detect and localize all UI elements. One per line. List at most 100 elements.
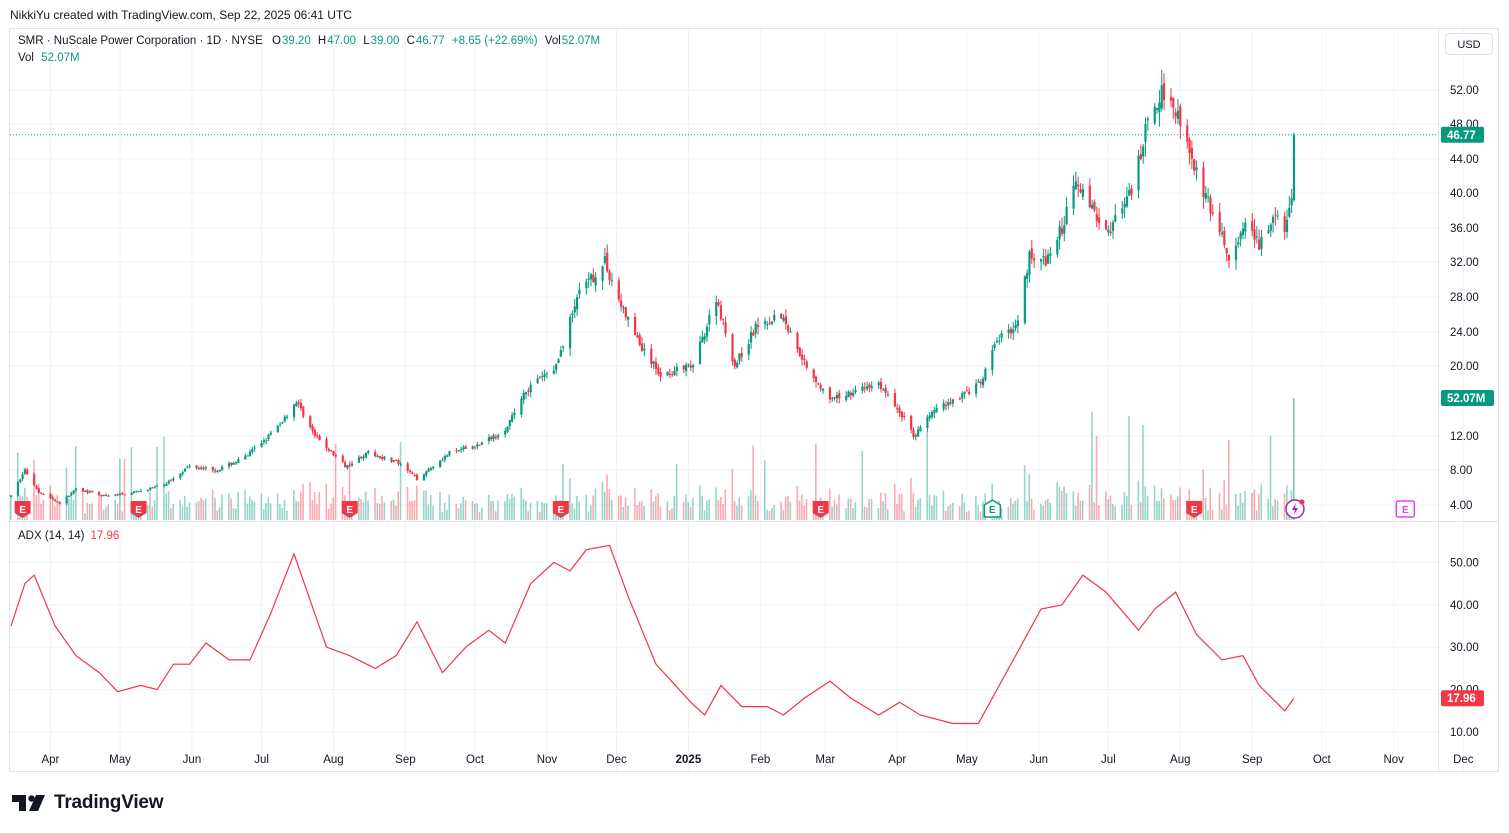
volume-bar-27	[100, 496, 103, 520]
volume-bar-281	[926, 431, 928, 520]
candle-121	[406, 461, 409, 473]
volume-bar-89	[300, 491, 302, 520]
pane-separator[interactable]	[9, 521, 1499, 522]
candle-154	[511, 412, 514, 423]
volume-bar-50	[172, 503, 174, 520]
volume-bar-370	[1211, 509, 1214, 520]
candle-359	[1176, 98, 1180, 125]
volume-bar-134	[446, 509, 448, 520]
volume-bar-96	[325, 483, 328, 520]
candle-124	[413, 473, 416, 477]
volume-bar-126	[422, 490, 425, 520]
volume-bar-235	[773, 504, 775, 520]
candle-116	[390, 457, 393, 463]
candle-62	[214, 468, 217, 474]
volume-bar-179	[592, 495, 594, 520]
low-value: 39.00	[370, 35, 400, 47]
low-label: L	[363, 35, 370, 47]
candle-390	[1276, 210, 1279, 220]
volume-bar-111	[374, 488, 376, 520]
volume-bar-135	[448, 494, 451, 520]
volume-bar-309	[1014, 500, 1017, 520]
candle-249	[819, 382, 822, 392]
candle-31	[114, 494, 117, 497]
svg-text:E: E	[817, 505, 824, 516]
volume-bar-369	[1209, 488, 1212, 520]
volume-bar-271	[893, 483, 896, 520]
candle-268	[882, 387, 885, 392]
volume-bar-157	[522, 498, 525, 520]
candle-372	[1220, 222, 1224, 238]
candle-385	[1260, 229, 1263, 256]
tradingview-logo[interactable]: TradingView	[12, 792, 164, 814]
volume-bar-371	[1218, 492, 1221, 520]
volume-bar-229	[754, 495, 757, 520]
candle-389	[1274, 207, 1277, 226]
volume-bar-184	[608, 489, 611, 520]
volume-bar-58	[200, 497, 202, 520]
time-tick-label-9: 2025	[676, 754, 702, 766]
candle-18	[70, 492, 73, 496]
volume-bar-273	[898, 493, 901, 520]
currency-button[interactable]: USD	[1445, 33, 1493, 55]
volume-bar-196	[650, 489, 652, 520]
volume-bar-289	[949, 504, 952, 520]
volume-bar-42	[149, 492, 151, 520]
volume-bar-163	[541, 501, 543, 520]
candle-250	[821, 388, 825, 394]
candle-69	[234, 461, 238, 466]
time-tick-label-19: Nov	[1383, 754, 1404, 766]
volume-bar-77	[262, 509, 265, 520]
candle-33	[118, 492, 122, 497]
candle-105	[350, 460, 354, 467]
volume-bar-17	[68, 498, 70, 520]
volume-bar-68	[232, 508, 235, 520]
change-value: +8.65 (+22.69%)	[451, 35, 538, 47]
price-tick-label-6: 32.00	[1450, 257, 1479, 269]
volume-bar-387	[1269, 435, 1272, 520]
volume-bar-318	[1044, 500, 1047, 520]
volume-bar-286	[942, 490, 945, 520]
candle-253	[833, 396, 836, 401]
volume-bar-191	[634, 488, 636, 520]
adx-legend[interactable]: ADX (14, 14) 17.96	[18, 530, 119, 542]
time-tick-label-2: Jun	[183, 754, 202, 766]
candle-232	[766, 320, 769, 330]
volume-bar-264	[868, 498, 870, 520]
candlesticks	[9, 69, 1296, 505]
candle-378	[1239, 230, 1242, 247]
candle-316	[1039, 258, 1043, 271]
volume-bar-195	[643, 506, 645, 520]
candle-248	[817, 382, 820, 386]
volume-bar-314	[1030, 498, 1033, 520]
volume-bar-162	[538, 511, 541, 520]
symbol-title[interactable]: SMR · NuScale Power Corporation · 1D · N…	[18, 35, 263, 47]
volume-legend[interactable]: Vol 52.07M	[18, 52, 80, 64]
volume-bar-263	[866, 507, 868, 520]
symbol-legend[interactable]: SMR · NuScale Power Corporation · 1D · N…	[18, 35, 600, 47]
candle-386	[1267, 225, 1270, 234]
candle-187	[620, 293, 623, 312]
candle-180	[594, 272, 597, 293]
volume-bar-86	[293, 489, 295, 520]
volume-bar-330	[1081, 500, 1084, 520]
volume-bar-307	[1009, 498, 1012, 520]
time-tick-label-15: Jul	[1101, 754, 1116, 766]
candle-122	[408, 469, 412, 474]
candle-29	[105, 493, 108, 497]
volume-bar-355	[1163, 498, 1165, 520]
candle-274	[900, 411, 903, 422]
candle-176	[585, 278, 588, 295]
candle-231	[763, 317, 767, 330]
candle-3	[21, 472, 24, 482]
volume-bar-79	[267, 497, 270, 520]
candle-52	[181, 470, 184, 477]
volume-bar-69	[235, 508, 237, 520]
volume-bar-26	[98, 495, 100, 520]
candle-82	[279, 422, 282, 428]
volume-bar-72	[246, 503, 249, 520]
volume-bar-214	[706, 500, 708, 520]
volume-bar-261	[861, 450, 864, 520]
candle-391	[1283, 211, 1286, 240]
